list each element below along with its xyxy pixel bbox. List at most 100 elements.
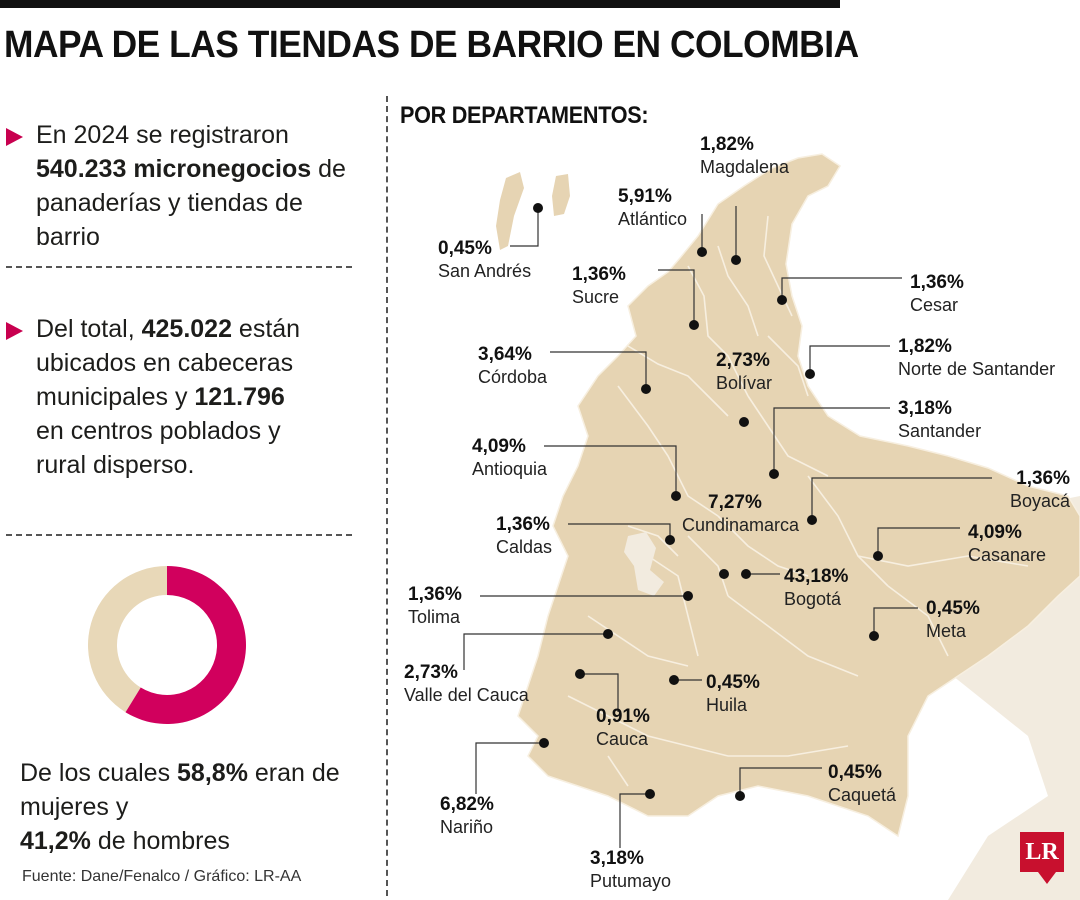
dashed-divider	[6, 534, 352, 536]
label-magdalena: 1,82% Magdalena	[700, 134, 789, 178]
label-pct: 2,73%	[404, 662, 458, 683]
label-name: Atlántico	[618, 209, 688, 229]
label-name: Caquetá	[828, 785, 897, 805]
label-narino: 6,82% Nariño	[440, 794, 494, 838]
label-huila: 0,45% Huila	[706, 672, 760, 716]
dot-casanare	[873, 551, 883, 561]
lr-logo-tail	[1038, 872, 1056, 884]
label-santander: 3,18% Santander	[898, 398, 981, 442]
connector-line	[568, 523, 671, 540]
label-name: Santander	[898, 421, 982, 441]
colombia-mainland	[517, 153, 1080, 838]
dot-caquetá	[735, 791, 745, 801]
dot-cauca	[575, 669, 585, 679]
label-cundinamarca: 7,27% Cundinamarca	[682, 492, 799, 536]
label-pct: 1,36%	[572, 264, 626, 285]
label-cesar: 1,36% Cesar	[910, 272, 964, 316]
bullet-location: Del total, 425.022 están ubicados en cab…	[6, 312, 306, 482]
top-rule	[0, 0, 840, 8]
bullet-highlight: 121.796	[194, 383, 285, 411]
label-pct: 0,91%	[596, 706, 650, 727]
bullet-location-text: Del total, 425.022 están ubicados en cab…	[36, 312, 306, 482]
label-name: San Andrés	[438, 261, 532, 281]
triangle-bullet-icon	[6, 322, 23, 340]
label-name: Antioquia	[472, 459, 548, 479]
label-pct: 1,82%	[700, 134, 754, 155]
department-dots	[533, 203, 883, 801]
label-name: Bogotá	[784, 589, 842, 609]
label-pct: 4,09%	[968, 522, 1022, 543]
label-pct: 5,91%	[618, 186, 672, 207]
bullet-text: están ubicados en cabeceras municipales …	[36, 315, 301, 411]
label-norte-de-santander: 1,82% Norte de Santander	[898, 336, 1055, 380]
label-name: Tolima	[408, 607, 461, 627]
men-pct: 41,2%	[20, 827, 91, 855]
page-title: MAPA DE LAS TIENDAS DE BARRIO EN COLOMBI…	[4, 24, 859, 66]
women-pct: 58,8%	[177, 759, 248, 787]
label-atlantico: 5,91% Atlántico	[618, 186, 687, 230]
label-name: Norte de Santander	[898, 359, 1056, 379]
bullet-text: de panaderías y tiendas de barrio	[36, 155, 346, 251]
label-san-andres: 0,45% San Andrés	[438, 238, 531, 282]
label-meta: 0,45% Meta	[926, 598, 980, 642]
label-name: Putumayo	[590, 871, 672, 891]
donut-women-segment	[125, 566, 247, 724]
connector-line	[811, 477, 992, 520]
label-name: Cauca	[596, 729, 649, 749]
connector-line	[877, 527, 960, 556]
colombia-map	[463, 153, 1080, 900]
bullet-text: En 2024 se registraron	[36, 121, 289, 149]
connector-line	[619, 793, 650, 848]
label-name: Meta	[926, 621, 967, 641]
connector-line	[781, 277, 902, 300]
label-caldas: 1,36% Caldas	[496, 514, 552, 558]
label-bogota: 43,18% Bogotá	[784, 566, 848, 610]
label-name: Bolívar	[716, 373, 773, 393]
donut-men-segment	[87, 566, 167, 713]
label-caqueta: 0,45% Caquetá	[828, 762, 896, 806]
island-providencia	[552, 174, 570, 216]
bullet-text: en centros poblados y rural disperso.	[36, 417, 281, 479]
dot-bogotá	[741, 569, 751, 579]
bullet-highlight: 425.022	[141, 315, 232, 343]
note-text: De los cuales	[20, 759, 178, 787]
label-pct: 0,45%	[828, 762, 882, 783]
lr-logo: LR	[1020, 832, 1064, 872]
connector-line	[463, 633, 608, 670]
dot-san-andrés	[533, 203, 543, 213]
label-pct: 0,45%	[926, 598, 980, 619]
dot-valle-del-cauca	[603, 629, 613, 639]
label-pct: 2,73%	[716, 350, 770, 371]
dot-boyacá	[807, 515, 817, 525]
note-text: eran de mujeres y	[20, 759, 340, 821]
connector-line	[475, 742, 544, 794]
label-putumayo: 3,18% Putumayo	[590, 848, 671, 892]
label-bolivar: 2,73% Bolívar	[716, 350, 772, 394]
map-panel: POR DEPARTAMENTOS: 1,82% Magdalena 5,91% A…	[388, 96, 1080, 900]
connector-line	[773, 407, 890, 474]
island-san-andres	[496, 172, 524, 250]
label-pct: 3,18%	[590, 848, 644, 869]
label-antioquia: 4,09% Antioquia	[472, 436, 547, 480]
department-borders	[567, 215, 1029, 787]
dot-meta	[869, 631, 879, 641]
note-text: de hombres	[90, 827, 230, 855]
label-casanare: 4,09% Casanare	[968, 522, 1046, 566]
dot-cundinamarca	[719, 569, 729, 579]
label-valle-del-cauca: 2,73% Valle del Cauca	[404, 662, 529, 706]
dot-nariño	[539, 738, 549, 748]
label-pct: 1,82%	[898, 336, 952, 357]
label-connectors	[463, 206, 992, 848]
label-name: Casanare	[968, 545, 1047, 565]
gender-donut-chart	[87, 566, 247, 724]
label-pct: 1,36%	[910, 272, 964, 293]
map-heading: POR DEPARTAMENTOS:	[400, 102, 649, 129]
dot-magdalena	[731, 255, 741, 265]
vertical-divider	[386, 96, 388, 896]
label-pct: 6,82%	[440, 794, 494, 815]
dot-caldas	[665, 535, 675, 545]
dot-santander	[769, 469, 779, 479]
dot-sucre	[689, 320, 699, 330]
area-risaralda-quindio	[624, 532, 664, 596]
label-cordoba: 3,64% Córdoba	[478, 344, 547, 388]
